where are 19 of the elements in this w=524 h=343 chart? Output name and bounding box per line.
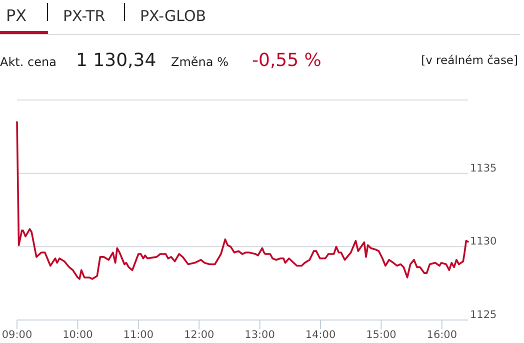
text: -0,55 % — [252, 50, 322, 71]
x-tick-label: 12:00 — [184, 329, 214, 341]
text: Změna % — [171, 55, 228, 69]
x-tick-label: 09:00 — [2, 329, 32, 341]
y-tick-label: 1130 — [470, 236, 497, 248]
x-tick-label: 15:00 — [366, 329, 396, 341]
x-tick-label: 11:00 — [123, 329, 154, 341]
y-tick-label: 1135 — [470, 162, 497, 174]
x-tick-label: 10:00 — [62, 329, 93, 341]
x-tick-label: 14:00 — [305, 329, 336, 341]
x-tick-label: 16:00 — [426, 329, 458, 341]
text: PX-GLOB — [140, 7, 206, 25]
text: [v reálném čase] — [421, 53, 518, 67]
x-tick-label: 13:00 — [244, 329, 275, 341]
text: PX-TR — [63, 7, 106, 25]
y-tick-label: 1125 — [470, 309, 497, 321]
text: 1 130,34 — [76, 50, 156, 71]
chart-title: PX — [6, 6, 27, 25]
text: Akt. cena — [0, 55, 56, 69]
